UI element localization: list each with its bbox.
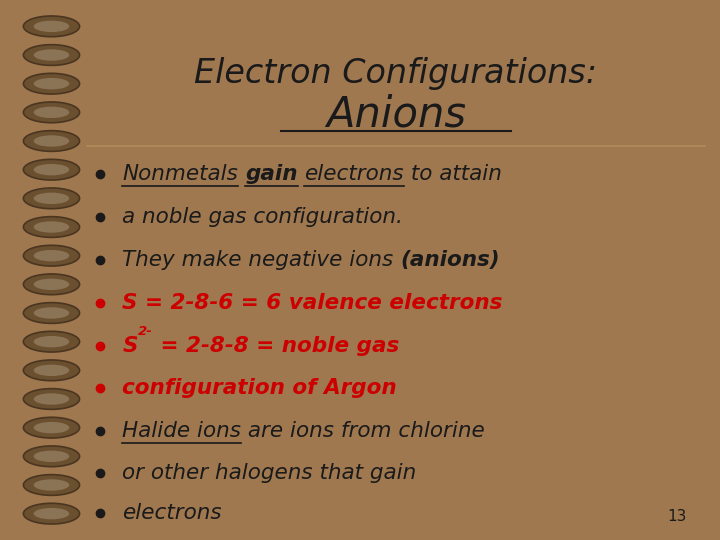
Ellipse shape	[24, 446, 80, 467]
Ellipse shape	[24, 159, 80, 180]
Text: electrons: electrons	[122, 503, 222, 523]
Text: electrons: electrons	[305, 164, 404, 184]
Ellipse shape	[34, 193, 69, 204]
Ellipse shape	[34, 422, 69, 434]
Ellipse shape	[34, 221, 69, 233]
Text: Electron Configurations:: Electron Configurations:	[194, 57, 598, 90]
Ellipse shape	[24, 475, 80, 495]
Text: Anions: Anions	[326, 93, 466, 136]
Text: They make negative ions: They make negative ions	[122, 250, 400, 270]
Text: or other halogens that gain: or other halogens that gain	[122, 463, 417, 483]
Ellipse shape	[34, 106, 69, 118]
Ellipse shape	[34, 164, 69, 176]
Ellipse shape	[24, 245, 80, 266]
Ellipse shape	[34, 393, 69, 404]
Text: configuration of Argon: configuration of Argon	[122, 378, 397, 398]
Ellipse shape	[34, 364, 69, 376]
Ellipse shape	[24, 131, 80, 151]
Ellipse shape	[24, 503, 80, 524]
Text: 13: 13	[667, 509, 687, 524]
Ellipse shape	[24, 217, 80, 238]
Ellipse shape	[24, 389, 80, 409]
Ellipse shape	[34, 307, 69, 319]
Ellipse shape	[24, 45, 80, 65]
Text: = 2-8-8 = noble gas: = 2-8-8 = noble gas	[153, 336, 399, 356]
Ellipse shape	[34, 49, 69, 60]
Text: are ions from chlorine: are ions from chlorine	[241, 421, 485, 441]
Ellipse shape	[24, 73, 80, 94]
Text: (anions): (anions)	[400, 250, 500, 270]
Ellipse shape	[34, 508, 69, 519]
Text: a noble gas configuration.: a noble gas configuration.	[122, 207, 403, 227]
Text: Halide ions: Halide ions	[122, 421, 241, 441]
Text: S: S	[122, 336, 138, 356]
Ellipse shape	[34, 336, 69, 347]
Ellipse shape	[34, 450, 69, 462]
Ellipse shape	[24, 302, 80, 323]
Ellipse shape	[34, 250, 69, 261]
Ellipse shape	[34, 136, 69, 147]
Ellipse shape	[34, 21, 69, 32]
Ellipse shape	[24, 417, 80, 438]
Ellipse shape	[24, 188, 80, 208]
Text: S = 2-8-6 = 6 valence electrons: S = 2-8-6 = 6 valence electrons	[122, 293, 503, 313]
Text: 2-: 2-	[138, 325, 153, 338]
Ellipse shape	[34, 279, 69, 290]
Ellipse shape	[24, 16, 80, 37]
Ellipse shape	[24, 360, 80, 381]
Text: gain: gain	[245, 164, 297, 184]
Text: to attain: to attain	[404, 164, 502, 184]
Ellipse shape	[34, 78, 69, 90]
Ellipse shape	[24, 274, 80, 295]
Text: Nonmetals: Nonmetals	[122, 164, 238, 184]
Ellipse shape	[24, 332, 80, 352]
Ellipse shape	[24, 102, 80, 123]
Ellipse shape	[34, 480, 69, 491]
